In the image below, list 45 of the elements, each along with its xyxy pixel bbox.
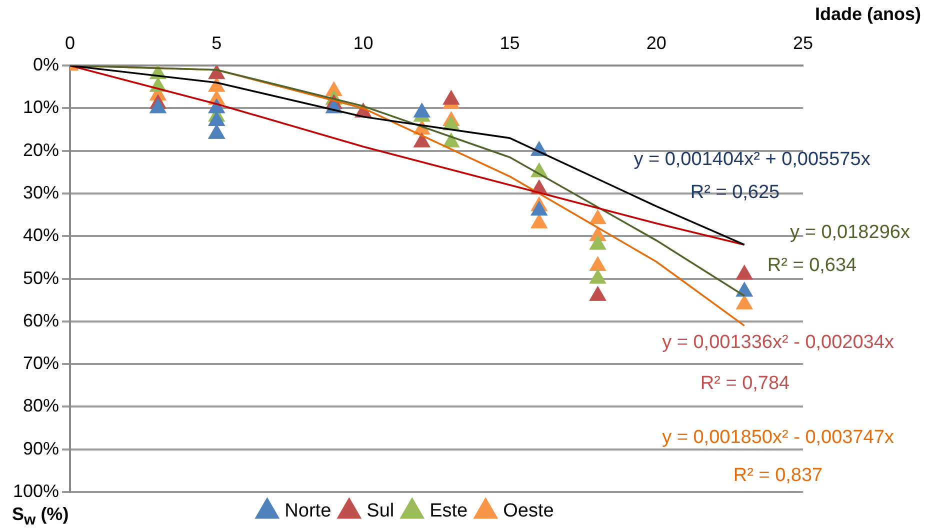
- y-tick-label: 20%: [23, 140, 60, 160]
- y-tick-label: 60%: [23, 310, 60, 330]
- point: [150, 98, 166, 114]
- annotation: y = 0,001404x² + 0,005575x: [634, 149, 871, 170]
- point: [442, 90, 460, 105]
- point: [589, 235, 606, 250]
- y-tick-label: 0%: [33, 54, 60, 75]
- x-tick-label: 20: [646, 32, 666, 53]
- legend-label: Oeste: [503, 500, 554, 522]
- y-tick-label: 80%: [23, 396, 60, 416]
- y-tick-label: 10%: [23, 97, 60, 118]
- point: [589, 269, 606, 284]
- y-tick-label: 100%: [12, 480, 60, 501]
- point: [208, 112, 225, 126]
- y-axis-title: S$_{w}$ (%): [12, 504, 69, 529]
- annotation: y = 0,018296x: [790, 222, 910, 244]
- y-tick-label: 70%: [23, 353, 60, 374]
- point: [530, 214, 548, 228]
- point: [414, 132, 430, 148]
- annotation: R² = 0,837: [733, 465, 823, 486]
- annotation: y = 0,001336x² - 0,002034x: [662, 332, 894, 354]
- y-tick-label: 50%: [23, 268, 60, 288]
- annotation: R² = 0,784: [700, 373, 790, 394]
- point: [414, 103, 430, 118]
- annotation: y = 0,001850x² - 0,003747x: [662, 427, 894, 448]
- y-tick-label: 90%: [23, 438, 60, 458]
- y-tick-label: 40%: [23, 225, 60, 246]
- legend-label: Norte: [284, 500, 332, 522]
- x-tick-label: 25: [792, 32, 814, 53]
- point: [736, 294, 753, 310]
- legend-label: Sul: [366, 500, 394, 522]
- point: [589, 256, 606, 272]
- x-tick-label: 5: [212, 32, 222, 53]
- x-tick-label: 15: [500, 32, 520, 53]
- point: [589, 210, 606, 224]
- x-tick-label: 10: [353, 32, 374, 53]
- point: [208, 66, 225, 80]
- x-axis-title: Idade (anos): [814, 4, 921, 25]
- x-tick-label: 0: [65, 32, 76, 53]
- y-tick-label: 30%: [23, 182, 60, 202]
- annotation: R² = 0,634: [767, 255, 858, 276]
- annotation: R² = 0,625: [690, 182, 780, 204]
- point: [736, 265, 753, 280]
- point: [530, 201, 548, 216]
- legend-label: Este: [430, 500, 468, 522]
